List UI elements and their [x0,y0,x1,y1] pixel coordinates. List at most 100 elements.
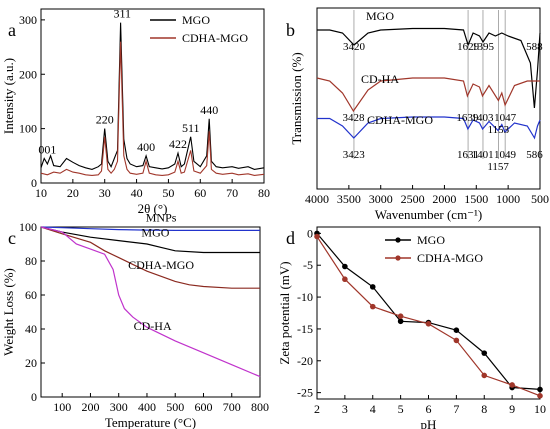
x-tick-label-d: 8 [481,402,487,416]
x-tick-label-c: 300 [110,400,128,414]
series-line-cdha-mgo [40,226,260,289]
x-tick-label-d: 4 [370,402,376,416]
series-label-b: MGO [366,9,394,23]
data-point-cdha-mgo [509,382,515,388]
x-tick-label-a: 20 [67,186,79,200]
x-axis-label-c: Temperature (°C) [105,415,196,429]
peak-label-b: 1153 [488,124,510,136]
legend-marker-d [395,255,401,261]
panel-label-a: a [8,20,16,40]
series-line-cd-ha [40,226,261,378]
peak-label-b: 1047 [494,112,517,124]
x-tick-label-b: 2000 [432,192,456,206]
peak-label-b: 1401 [472,149,494,161]
x-tick-label-a: 30 [99,186,111,200]
series-label-c: CD-HA [134,319,172,333]
x-tick-label-c: 400 [138,400,156,414]
peak-label-b: 1403 [471,112,494,124]
series-label-b: CD-HA [361,72,399,86]
series-line-mgo [40,226,260,254]
series-line-cd-ha [316,77,540,113]
legend-entry-a: MGO [182,13,210,27]
data-point-cdha-mgo [342,276,348,283]
y-tick-label-a: 100 [19,122,37,136]
panel-label-c: c [8,228,16,248]
legend-entry-d: CDHA-MGO [417,251,483,265]
x-tick-label-b: 3000 [369,192,393,206]
series-line-mnps [40,226,260,231]
peak-label-b: 1049 [494,149,517,161]
x-tick-label-d: 7 [453,402,459,416]
data-point-cdha-mgo [314,233,320,240]
x-tick-label-d: 10 [534,402,546,416]
series-label-c: MNPs [146,210,177,224]
series-line-mgo [40,22,265,170]
x-tick-label-a: 50 [162,186,174,200]
peak-label-a: 311 [113,7,131,21]
y-tick-label-d: -25 [297,386,313,400]
x-tick-label-d: 2 [314,402,320,416]
peak-label-a: 440 [200,103,218,117]
x-tick-label-c: 600 [194,400,212,414]
peak-label-a: 220 [96,113,114,127]
data-point-cdha-mgo [481,372,488,379]
y-axis-label-a: Intensity (a.u.) [1,58,16,134]
data-point-mgo [453,327,460,334]
x-tick-label-b: 500 [531,192,549,206]
x-tick-label-d: 9 [509,402,515,416]
x-tick-label-d: 5 [398,402,404,416]
plot-frame-c [40,226,261,398]
peak-label-a: 422 [169,137,187,151]
data-point-cdha-mgo [369,303,376,310]
x-tick-label-a: 10 [35,186,47,200]
legend-entry-d: MGO [417,233,445,247]
x-axis-label-d: pH [421,417,437,429]
data-point-mgo [369,284,376,290]
y-tick-label-c: 60 [25,288,37,302]
data-point-cdha-mgo [397,313,404,319]
peak-label-a: 400 [137,140,155,154]
peak-label-b: 3420 [343,41,366,53]
y-tick-label-a: 300 [19,13,37,27]
x-tick-label-a: 40 [131,186,143,200]
peak-label-b: 1395 [472,41,495,53]
data-point-mgo [481,350,488,356]
legend-marker-d [395,237,401,243]
y-tick-label-d: -15 [297,322,313,336]
series-line-cdha-mgo [317,116,541,140]
y-tick-label-d: -10 [297,290,313,304]
data-point-cdha-mgo [425,321,432,327]
x-tick-label-b: 2500 [401,192,425,206]
plot-frame-a [40,8,265,184]
data-point-cdha-mgo [537,393,543,399]
data-point-cdha-mgo [453,337,460,344]
panel-label-b: b [286,20,295,40]
series-label-b: CDHA-MGO [367,113,433,127]
peak-label-b: 1631 [457,149,479,161]
x-tick-label-b: 1000 [496,192,520,206]
x-axis-label-b: Wavenumber (cm⁻¹) [375,207,483,222]
data-point-mgo [342,263,348,270]
x-tick-label-b: 1500 [464,192,488,206]
y-tick-label-a: 0 [31,176,37,190]
x-tick-label-b: 3500 [337,192,361,206]
panel-label-d: d [286,228,295,248]
x-tick-label-a: 60 [194,186,206,200]
y-tick-label-c: 0 [31,390,37,404]
peak-label-b: 1629 [457,41,480,53]
series-line-cdha-mgo [40,41,265,176]
y-tick-label-c: 80 [25,254,37,268]
x-tick-label-c: 800 [251,400,269,414]
plot-frame-b [316,7,541,190]
peak-label-b: 3423 [343,149,366,161]
y-tick-label-c: 100 [19,220,37,234]
peak-label-a: 001 [38,143,56,157]
y-axis-label-b: Transmission (%) [289,52,304,144]
y-axis-label-d: Zeta potential (mV) [277,261,292,364]
y-tick-label-d: -20 [297,354,313,368]
x-axis-label-a: 2θ (°) [138,201,168,216]
x-tick-label-a: 80 [258,186,270,200]
peak-label-b: 586 [526,149,543,161]
peak-label-b: 1639 [456,112,479,124]
